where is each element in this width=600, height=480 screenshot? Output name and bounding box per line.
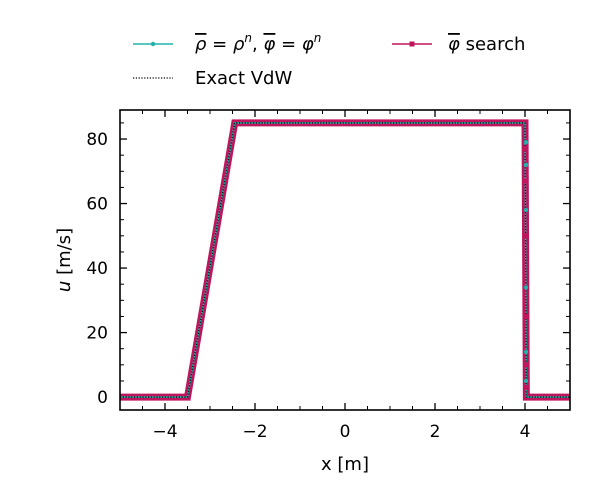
- legend-marker-series-1: [150, 41, 156, 47]
- series-exact-vdw-line: [120, 122, 570, 398]
- x-tick-label-4: 4: [520, 422, 531, 442]
- legend-label-series-1: ρ = ρn, φ = φn: [195, 31, 321, 55]
- y-tick-label-0: 0: [97, 388, 108, 408]
- series-layer: [120, 119, 570, 401]
- shock-marker-teal-5: [523, 378, 529, 384]
- legend-s3-phi: φ: [448, 34, 460, 55]
- x-axis-label: x [m]: [321, 454, 369, 475]
- series-rho-phi-line: [120, 122, 570, 398]
- y-tick-label-4: 80: [86, 130, 108, 150]
- shock-marker-pink-1: [523, 178, 529, 184]
- legend-s1-rho: ρ: [195, 34, 207, 55]
- legend: ρ = ρn, φ = φn φ search Exact VdW: [133, 31, 525, 89]
- legend-s1-phi: φ: [263, 34, 275, 55]
- y-axis-unit: [m/s]: [54, 228, 75, 281]
- legend-label-series-2: Exact VdW: [195, 68, 292, 89]
- x-tick-label-1: −2: [242, 422, 267, 442]
- series-phi-search-line: [120, 119, 570, 401]
- x-tick-label-3: 2: [430, 422, 441, 442]
- x-tick-label-2: 0: [340, 422, 351, 442]
- legend-label-series-3: φ search: [448, 34, 525, 55]
- y-tick-label-2: 40: [86, 259, 108, 279]
- x-tick-label-0: −4: [152, 422, 177, 442]
- legend-s1-sup2: n: [314, 31, 322, 45]
- shock-marker-pink-2: [523, 233, 529, 239]
- plot-frame: [119, 109, 571, 411]
- shock-marker-pink-4: [523, 362, 529, 368]
- legend-s3-rest: search: [460, 34, 526, 55]
- shock-marker-pink-3: [523, 313, 529, 319]
- shock-marker-teal-2: [523, 207, 529, 213]
- y-axis-label: u [m/s]: [54, 228, 75, 292]
- legend-s1-eq1: = ρ: [206, 34, 245, 55]
- shock-marker-teal-4: [523, 349, 529, 355]
- legend-s1-sup1: n: [244, 31, 252, 45]
- legend-marker-series-3: [409, 41, 415, 47]
- y-tick-label-1: 20: [86, 324, 108, 344]
- axis-ticks: [119, 110, 571, 410]
- y-axis-var: u: [54, 281, 75, 292]
- shock-marker-pink-0: [523, 146, 529, 152]
- y-tick-label-3: 60: [86, 195, 108, 215]
- shock-marker-pink-5: [523, 384, 529, 390]
- legend-s1-comma: ,: [252, 34, 263, 55]
- shock-marker-teal-1: [523, 162, 529, 168]
- legend-s1-eq2: = φ: [275, 34, 314, 55]
- shock-marker-teal-3: [523, 285, 529, 290]
- shock-marker-teal-0: [523, 140, 529, 145]
